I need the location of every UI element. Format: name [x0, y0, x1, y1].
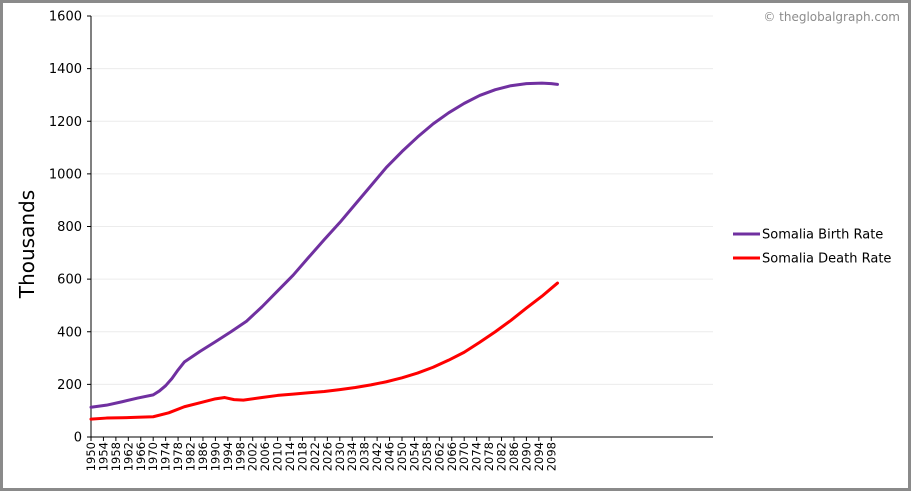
x-tick-label: 2054 — [407, 442, 421, 471]
x-tick-label: 2010 — [271, 442, 285, 471]
x-tick-label: 2058 — [420, 442, 434, 471]
x-tick-label: 2006 — [258, 442, 272, 471]
y-tick-label: 0 — [74, 431, 82, 446]
x-tick-label: 2090 — [519, 442, 533, 471]
x-tick-label: 2098 — [544, 442, 558, 471]
y-tick-label: 600 — [57, 273, 82, 288]
series-lines — [89, 81, 559, 421]
x-tick-label: 1990 — [208, 442, 222, 471]
y-tick-label: 800 — [57, 220, 82, 235]
y-tick-label: 1600 — [49, 10, 82, 25]
x-tick-label: 2074 — [470, 442, 484, 471]
x-axis-ticks: 1950195419581962196619701974197819821986… — [84, 437, 558, 471]
x-tick-label: 1954 — [96, 442, 110, 471]
x-tick-label: 2050 — [395, 442, 409, 471]
x-tick-label: 1986 — [196, 442, 210, 471]
x-tick-label: 2094 — [532, 442, 546, 471]
x-tick-label: 2022 — [308, 442, 322, 471]
x-tick-label: 2030 — [333, 442, 347, 471]
grid-lines — [91, 15, 713, 385]
x-tick-label: 2018 — [295, 442, 309, 471]
y-tick-label: 200 — [57, 378, 82, 393]
x-tick-label: 2042 — [370, 442, 384, 471]
x-tick-label: 2070 — [457, 442, 471, 471]
x-tick-label: 1998 — [233, 442, 247, 471]
credit-text: © theglobalgraph.com — [763, 10, 900, 24]
x-tick-label: 2002 — [246, 442, 260, 471]
x-tick-label: 2066 — [445, 442, 459, 471]
legend-label: Somalia Birth Rate — [762, 228, 883, 243]
x-tick-label: 2014 — [283, 442, 297, 471]
x-tick-label: 2046 — [383, 442, 397, 471]
x-tick-label: 1950 — [84, 442, 98, 471]
x-tick-label: 1982 — [184, 442, 198, 471]
y-tick-label: 1400 — [49, 62, 82, 77]
series-line-2 — [89, 281, 559, 421]
x-tick-label: 2038 — [358, 442, 372, 471]
legend: Somalia Birth Rate Somalia Death Rate — [733, 228, 891, 267]
x-tick-label: 1966 — [134, 442, 148, 471]
x-tick-label: 1958 — [109, 442, 123, 471]
x-tick-label: 1994 — [221, 442, 235, 471]
x-tick-label: 1962 — [121, 442, 135, 471]
x-tick-label: 2078 — [482, 442, 496, 471]
x-tick-label: 2086 — [507, 442, 521, 471]
x-tick-label: 1978 — [171, 442, 185, 471]
x-tick-label: 1974 — [159, 442, 173, 471]
x-tick-label: 2034 — [345, 442, 359, 471]
x-tick-label: 2026 — [320, 442, 334, 471]
series-line-1 — [89, 81, 559, 409]
y-axis-ticks: 0 200 400 600 800 1000 1200 1400 1600 — [49, 10, 91, 446]
y-tick-label: 1000 — [49, 167, 82, 182]
y-tick-label: 400 — [57, 325, 82, 340]
x-tick-label: 2062 — [432, 442, 446, 471]
y-tick-label: 1200 — [49, 115, 82, 130]
y-axis-label: Thousands — [15, 190, 39, 299]
legend-label: Somalia Death Rate — [762, 252, 891, 267]
x-tick-label: 2082 — [495, 442, 509, 471]
x-tick-label: 1970 — [146, 442, 160, 471]
